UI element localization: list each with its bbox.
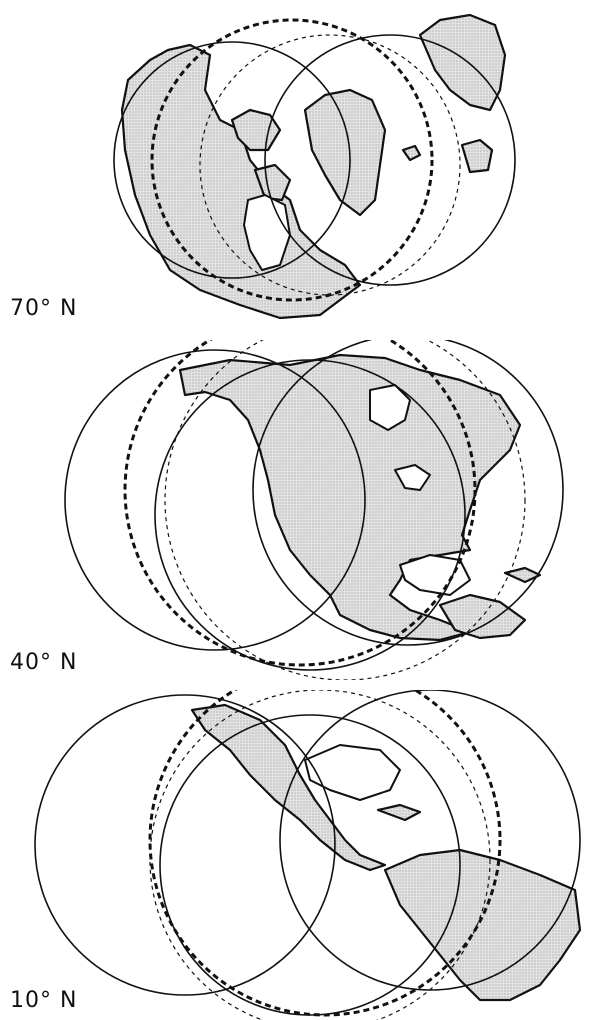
latitude-label-40n: 40° N (10, 650, 78, 675)
circle-left (34, 694, 336, 996)
circle-left (113, 41, 351, 279)
gulf-of-mexico (304, 744, 401, 801)
circle-center (154, 359, 466, 671)
landmass-north-america (120, 43, 362, 320)
landmass-north-america (178, 353, 522, 642)
circle-left (64, 349, 366, 651)
landmass-baffin (253, 163, 292, 202)
landmass-eurasia (418, 13, 507, 112)
caribbean-islands (503, 566, 542, 584)
circle-right (264, 34, 516, 286)
landmass-iceland (401, 144, 422, 162)
caribbean-islands (376, 803, 422, 822)
circle-dashed-bold (123, 340, 477, 667)
circle-dashed-bold (148, 690, 502, 1017)
landmass-mexico (190, 703, 387, 872)
circle-center (159, 714, 461, 1016)
circle-right (252, 340, 564, 646)
map-panel-40n: 40° N (0, 340, 597, 680)
map-panel-10n: 10° N (0, 690, 597, 1020)
landmass-south-america-top (438, 593, 527, 640)
latitude-label-70n: 70° N (10, 296, 78, 321)
overlap-map-10n (34, 690, 582, 1020)
circle-dashed (149, 690, 491, 1020)
latitude-label-10n: 10° N (10, 988, 78, 1013)
landmass-south-america (383, 848, 582, 1002)
circle-dashed (164, 340, 526, 680)
gulf-of-mexico (399, 554, 471, 596)
great-lakes (394, 464, 431, 491)
circle-dashed-bold (152, 20, 432, 300)
map-panel-70n: 70° N (0, 0, 597, 330)
landmass-arctic-islands (230, 108, 282, 152)
landmass-greenland (303, 88, 387, 217)
circle-dashed (199, 34, 461, 296)
overlap-map-70n (113, 13, 516, 320)
overlap-map-40n (64, 340, 564, 680)
landmass-scandinavia (460, 138, 494, 174)
